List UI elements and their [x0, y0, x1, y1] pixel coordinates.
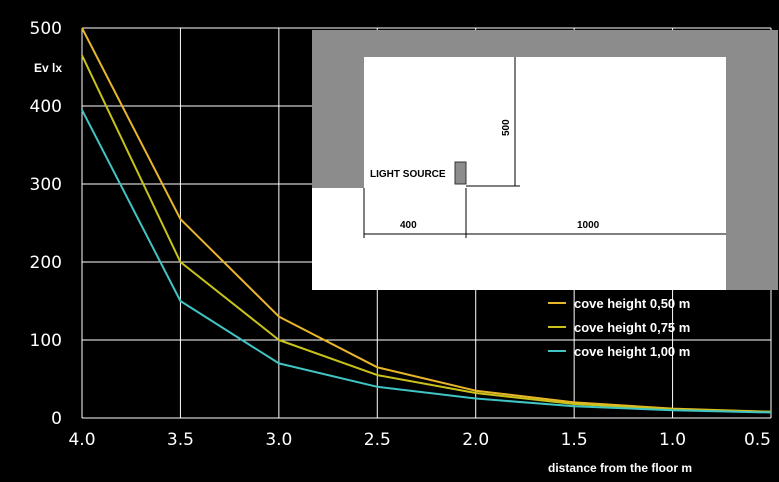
x-tick-label: 2.5	[364, 430, 391, 450]
legend-label-2: cove height 0,75 m	[574, 320, 690, 335]
cove-wall-left	[312, 30, 364, 188]
cove-diagram: LIGHT SOURCE 500 400 1000	[312, 30, 778, 290]
x-tick-label: 3.0	[265, 430, 292, 450]
dim-label-vertical: 500	[501, 119, 512, 136]
dim-label-400: 400	[400, 220, 417, 231]
y-tick-label: 400	[30, 97, 62, 117]
x-axis-label: distance from the floor m	[548, 461, 692, 475]
light-source-icon	[454, 161, 467, 185]
x-tick-label: 1.0	[659, 430, 686, 450]
series-line-2	[81, 54, 772, 413]
legend-label-1: cove height 0,50 m	[574, 296, 690, 311]
cove-wall-top	[312, 30, 778, 57]
cove-wall-right	[726, 30, 778, 290]
cove-room-upper	[364, 57, 726, 188]
x-tick-label: 4.0	[68, 430, 95, 450]
y-axis-label: Ev lx	[34, 61, 62, 75]
y-tick-label: 300	[30, 175, 62, 195]
dim-label-1000: 1000	[577, 220, 600, 231]
x-tick-label: 3.5	[167, 430, 194, 450]
x-tick-label: 0.5	[744, 430, 771, 450]
cove-room-lower	[312, 188, 726, 290]
y-tick-label: 0	[51, 409, 62, 429]
y-tick-label: 500	[30, 19, 62, 39]
y-tick-labels: 0 100 200 300 400 500	[30, 19, 62, 429]
y-tick-label: 100	[30, 331, 62, 351]
y-tick-label: 200	[30, 253, 62, 273]
data-series	[81, 27, 772, 414]
series-line-3	[81, 109, 772, 414]
x-tick-labels: 4.0 3.5 3.0 2.5 2.0 1.5 1.0 0.5	[68, 430, 771, 450]
light-source-label: LIGHT SOURCE	[370, 169, 446, 180]
legend: cove height 0,50 m cove height 0,75 m cove…	[548, 296, 690, 359]
x-tick-label: 2.0	[462, 430, 489, 450]
legend-label-3: cove height 1,00 m	[574, 344, 690, 359]
x-tick-label: 1.5	[561, 430, 588, 450]
